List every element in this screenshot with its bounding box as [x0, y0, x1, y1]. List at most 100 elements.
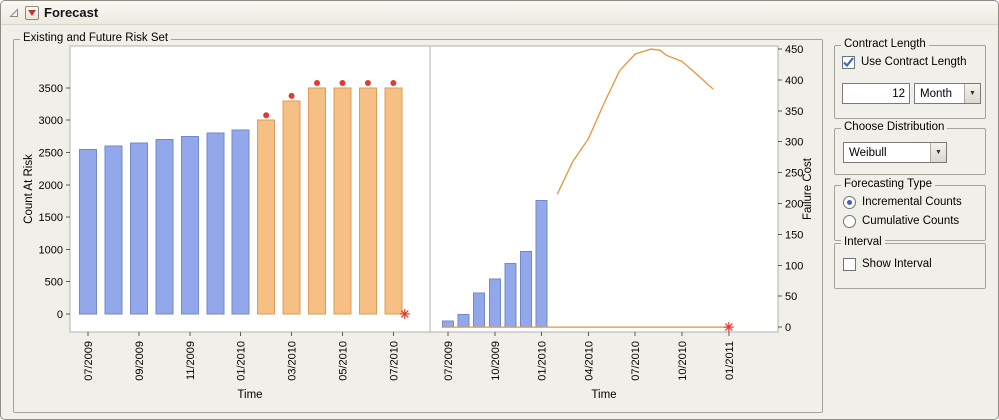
- failure-cost-x-axis-title: Time: [591, 389, 616, 401]
- future-risk-set-bar: [358, 87, 377, 315]
- y-tick-label: 100: [785, 260, 803, 272]
- existing-risk-set-bar: [180, 135, 199, 315]
- dropdown-arrow-icon[interactable]: ▼: [930, 143, 946, 162]
- y-tick-label: 300: [785, 137, 803, 149]
- count-at-risk-y-axis: 0 500 1000 1500 2000 2500 3000 3500: [39, 83, 70, 321]
- incremental-counts-radio[interactable]: [843, 195, 856, 209]
- x-tick-label: 01/2010: [537, 341, 549, 381]
- forecast-point-dot: [390, 79, 397, 86]
- use-contract-length-checkbox[interactable]: [842, 55, 855, 69]
- show-interval-checkbox[interactable]: [843, 257, 856, 271]
- disclosure-triangle-icon[interactable]: [8, 7, 20, 19]
- x-tick-label: 10/2009: [490, 341, 502, 381]
- failure-cost-end-marker: [723, 322, 734, 333]
- observed-failure-cost-bar: [535, 199, 548, 328]
- forecasting-type-title: Forecasting Type: [841, 178, 936, 190]
- report-title: Forecast: [44, 5, 99, 20]
- cumulative-counts-radio-row[interactable]: Cumulative Counts: [843, 214, 959, 228]
- x-tick-label: 05/2010: [337, 341, 349, 381]
- contract-length-unit-dropdown[interactable]: Month ▼: [914, 83, 981, 104]
- observed-failure-cost-bar: [441, 320, 454, 328]
- forecast-titlebar: Forecast: [1, 1, 998, 25]
- distribution-selected-value: Weibull: [849, 146, 887, 159]
- x-tick-label: 07/2009: [443, 341, 455, 381]
- y-tick-label: 3000: [39, 115, 63, 127]
- existing-risk-set-bar: [206, 132, 225, 315]
- y-tick-label: 0: [57, 309, 63, 321]
- interval-groupbox: Interval Show Interval: [834, 236, 986, 289]
- contract-length-groupbox: Contract Length Use Contract Length Mont…: [834, 38, 986, 119]
- x-tick-label: 04/2010: [583, 341, 595, 381]
- forecast-point-dot: [288, 92, 295, 99]
- risk-set-group-title: Existing and Future Risk Set: [20, 32, 172, 44]
- failure-cost-chart: 0 50 100 150 200 250 300 350 400 450 07/2009 10/200…: [429, 44, 814, 401]
- forecasting-type-groupbox: Forecasting Type Incremental Counts Cumu…: [834, 178, 986, 241]
- interval-title: Interval: [841, 236, 885, 248]
- x-tick-label: 09/2009: [134, 341, 146, 381]
- observed-failure-cost-bar: [504, 262, 517, 328]
- failure-cost-x-axis: 07/2009 10/2009 01/2010 04/2010 07/2010 10/20…: [443, 332, 736, 381]
- count-at-risk-y-axis-title: Count At Risk: [23, 154, 35, 224]
- x-tick-label: 10/2010: [677, 341, 689, 381]
- x-tick-label: 11/2009: [185, 341, 197, 380]
- choose-distribution-groupbox: Choose Distribution Weibull ▼: [834, 121, 986, 175]
- y-tick-label: 450: [785, 44, 803, 56]
- count-at-risk-x-axis-title: Time: [237, 389, 262, 401]
- checkmark-icon: [843, 56, 854, 67]
- dropdown-arrow-icon[interactable]: ▼: [964, 84, 980, 103]
- incremental-counts-radio-row[interactable]: Incremental Counts: [843, 195, 962, 209]
- observed-failure-cost-bar: [457, 314, 470, 328]
- red-triangle-icon: [28, 9, 36, 16]
- count-at-risk-x-axis: 07/2009 09/2009 11/2009 01/2010 03/2010 05/20…: [83, 332, 400, 381]
- x-tick-label: 01/2010: [236, 341, 248, 381]
- future-risk-set-bar: [308, 87, 327, 315]
- y-tick-label: 3500: [39, 83, 63, 95]
- observed-failure-cost-bar: [488, 278, 501, 328]
- y-tick-label: 50: [785, 291, 797, 303]
- count-at-risk-end-marker: [399, 308, 410, 319]
- y-tick-label: 500: [45, 277, 63, 289]
- forecast-point-dot: [314, 79, 321, 86]
- use-contract-length-row[interactable]: Use Contract Length: [842, 55, 966, 69]
- existing-risk-set-bar: [155, 139, 174, 315]
- y-tick-label: 200: [785, 199, 803, 211]
- y-tick-label: 0: [785, 322, 791, 334]
- existing-risk-set-bar: [129, 142, 148, 315]
- choose-distribution-title: Choose Distribution: [841, 121, 948, 133]
- failure-cost-y-axis: 0 50 100 150 200 250 300 350 400 450: [778, 44, 803, 334]
- future-risk-set-bar: [333, 87, 352, 315]
- y-tick-label: 1500: [39, 212, 63, 224]
- use-contract-length-label: Use Contract Length: [861, 56, 967, 68]
- x-tick-label: 07/2009: [83, 341, 95, 381]
- risk-set-groupbox: Existing and Future Risk Set 0 500 1000 150…: [13, 32, 823, 413]
- y-tick-label: 2500: [39, 148, 63, 160]
- count-at-risk-forecast-bars: [257, 79, 403, 315]
- cumulative-counts-radio[interactable]: [843, 214, 856, 228]
- forecast-cost-curve: [556, 48, 714, 195]
- future-risk-set-bar: [282, 100, 301, 315]
- x-tick-label: 03/2010: [287, 341, 299, 381]
- y-tick-label: 1000: [39, 244, 63, 256]
- y-tick-label: 150: [785, 229, 803, 241]
- x-tick-label: 07/2010: [630, 341, 642, 381]
- x-tick-label: 01/2011: [724, 341, 736, 380]
- show-interval-row[interactable]: Show Interval: [843, 257, 932, 271]
- x-tick-label: 07/2010: [388, 341, 400, 381]
- distribution-dropdown[interactable]: Weibull ▼: [843, 142, 947, 163]
- show-interval-label: Show Interval: [862, 258, 932, 270]
- existing-risk-set-bar: [79, 148, 98, 315]
- count-at-risk-chart: 0 500 1000 1500 2000 2500 3000 3500 07/2009 09/20…: [23, 45, 431, 401]
- contract-length-unit-value: Month: [920, 87, 952, 100]
- y-tick-label: 2000: [39, 180, 63, 192]
- y-tick-label: 350: [785, 106, 803, 118]
- failure-cost-y-axis-title: Failure Cost: [802, 157, 814, 220]
- cumulative-counts-label: Cumulative Counts: [862, 215, 960, 227]
- observed-failure-cost-bar: [473, 292, 486, 328]
- future-risk-set-bar: [257, 119, 276, 315]
- observed-failure-cost-bar: [519, 251, 532, 328]
- forecast-point-dot: [339, 79, 346, 86]
- contract-length-input[interactable]: [842, 83, 910, 104]
- red-triangle-menu-button[interactable]: [25, 5, 39, 20]
